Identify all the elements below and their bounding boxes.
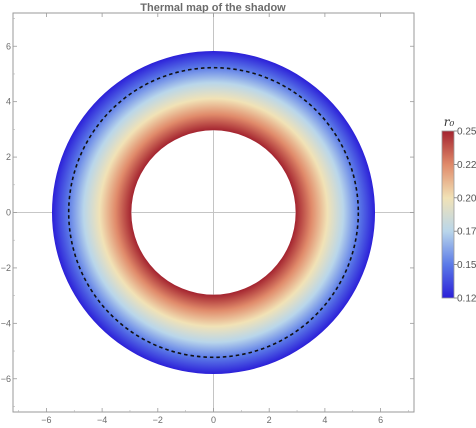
colorbar — [441, 130, 455, 299]
colorbar-tick-label: 0.125 — [457, 294, 476, 305]
x-tick-label: −2 — [153, 415, 163, 425]
colorbar-tick-label: 0.175 — [457, 227, 476, 238]
y-tick-label: −6 — [1, 374, 11, 384]
colorbar-tick-label: 0.225 — [457, 160, 476, 171]
x-tick-label: −6 — [41, 415, 51, 425]
x-tick-label: 6 — [378, 415, 383, 425]
y-tick-label: 4 — [6, 97, 11, 107]
y-tick-label: 0 — [6, 208, 11, 218]
colorbar-label: r₀ — [444, 115, 455, 129]
dashed-contour — [67, 66, 360, 359]
shadow-ring-annulus — [51, 50, 376, 375]
shadow-ring — [51, 50, 376, 375]
colorbar-tick-label: 0.200 — [457, 193, 476, 204]
x-axis-ticks: −6 −4 −2 0 2 4 6 — [18, 13, 409, 425]
x-tick-label: 2 — [267, 415, 272, 425]
colorbar-ticks: 0.125 0.150 0.175 0.200 0.225 0.250 — [454, 127, 476, 305]
colorbar-tick-label: 0.250 — [457, 127, 476, 138]
x-tick-label: 4 — [322, 415, 327, 425]
y-tick-label: −4 — [1, 318, 11, 328]
x-tick-label: 0 — [211, 415, 216, 425]
y-tick-label: −2 — [1, 263, 11, 273]
y-axis-ticks: −6 −4 −2 0 2 4 6 — [1, 18, 414, 407]
colorbar-tick-label: 0.150 — [457, 260, 476, 271]
x-tick-label: −4 — [97, 415, 107, 425]
contour-group — [67, 66, 360, 359]
y-tick-label: 6 — [6, 41, 11, 51]
chart-title: Thermal map of the shadow — [140, 2, 286, 14]
y-tick-label: 2 — [6, 152, 11, 162]
